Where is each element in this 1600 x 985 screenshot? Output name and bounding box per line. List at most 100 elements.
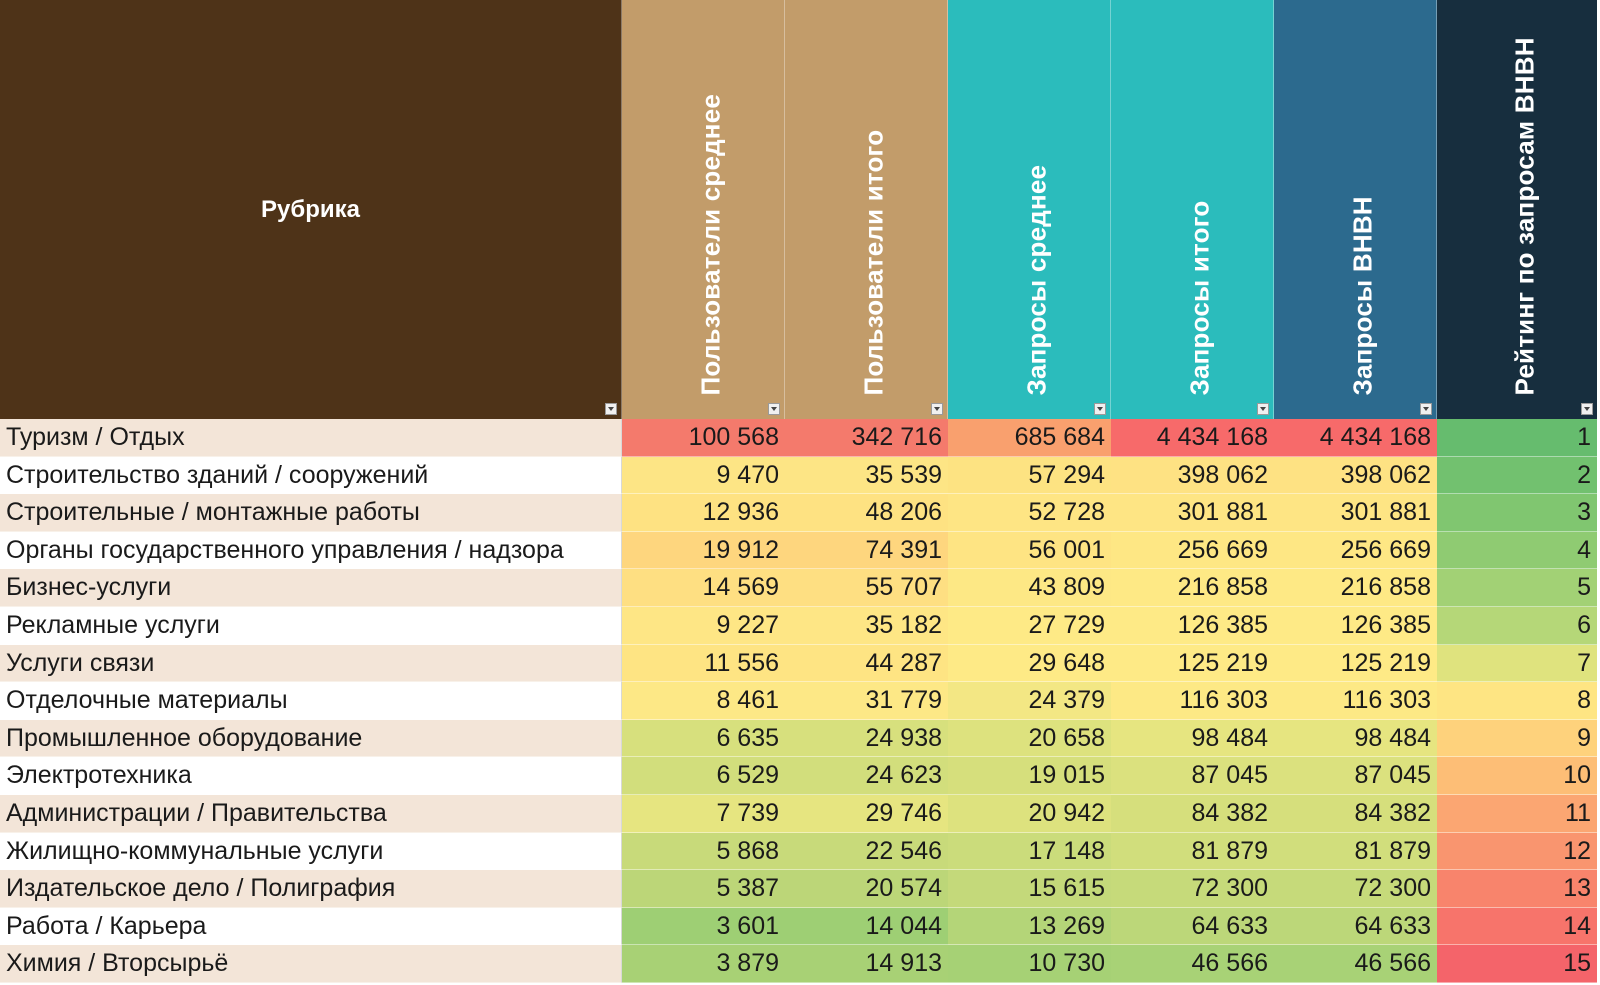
cell-users-avg[interactable]: 6 529 xyxy=(622,757,785,795)
filter-dropdown-icon[interactable] xyxy=(1581,403,1593,415)
cell-rating[interactable]: 1 xyxy=(1437,419,1597,457)
cell-rubric[interactable]: Рекламные услуги xyxy=(0,606,622,645)
filter-dropdown-icon[interactable] xyxy=(1420,403,1432,415)
cell-users-total[interactable]: 29 746 xyxy=(785,794,948,833)
cell-queries-vnvn[interactable]: 64 633 xyxy=(1274,907,1437,946)
cell-users-total[interactable]: 14 044 xyxy=(785,907,948,946)
cell-users-total[interactable]: 14 913 xyxy=(785,945,948,983)
cell-queries-total[interactable]: 256 669 xyxy=(1111,531,1274,570)
cell-rubric[interactable]: Химия / Вторсырьё xyxy=(0,945,622,983)
cell-rating[interactable]: 8 xyxy=(1437,682,1597,720)
cell-queries-total[interactable]: 116 303 xyxy=(1111,682,1274,720)
cell-queries-total[interactable]: 125 219 xyxy=(1111,644,1274,683)
cell-queries-avg[interactable]: 27 729 xyxy=(948,606,1111,645)
cell-queries-vnvn[interactable]: 125 219 xyxy=(1274,644,1437,683)
cell-rating[interactable]: 3 xyxy=(1437,494,1597,532)
cell-rating[interactable]: 12 xyxy=(1437,832,1597,871)
cell-queries-total[interactable]: 46 566 xyxy=(1111,945,1274,983)
cell-users-total[interactable]: 55 707 xyxy=(785,569,948,607)
cell-users-avg[interactable]: 100 568 xyxy=(622,419,785,457)
cell-users-avg[interactable]: 3 879 xyxy=(622,945,785,983)
cell-rating[interactable]: 2 xyxy=(1437,456,1597,495)
cell-rubric[interactable]: Строительство зданий / сооружений xyxy=(0,456,622,495)
cell-queries-total[interactable]: 87 045 xyxy=(1111,757,1274,795)
header-queries-total[interactable]: Запросы итого xyxy=(1111,0,1274,419)
cell-queries-avg[interactable]: 29 648 xyxy=(948,644,1111,683)
cell-rating[interactable]: 10 xyxy=(1437,757,1597,795)
cell-queries-vnvn[interactable]: 216 858 xyxy=(1274,569,1437,607)
cell-queries-vnvn[interactable]: 398 062 xyxy=(1274,456,1437,495)
cell-users-avg[interactable]: 11 556 xyxy=(622,644,785,683)
cell-queries-avg[interactable]: 20 942 xyxy=(948,794,1111,833)
filter-dropdown-icon[interactable] xyxy=(1094,403,1106,415)
cell-users-total[interactable]: 31 779 xyxy=(785,682,948,720)
cell-queries-avg[interactable]: 19 015 xyxy=(948,757,1111,795)
cell-rating[interactable]: 9 xyxy=(1437,719,1597,758)
cell-queries-total[interactable]: 98 484 xyxy=(1111,719,1274,758)
cell-queries-total[interactable]: 72 300 xyxy=(1111,870,1274,908)
cell-queries-total[interactable]: 4 434 168 xyxy=(1111,419,1274,457)
cell-queries-avg[interactable]: 56 001 xyxy=(948,531,1111,570)
cell-queries-total[interactable]: 81 879 xyxy=(1111,832,1274,871)
cell-rubric[interactable]: Электротехника xyxy=(0,757,622,795)
cell-queries-vnvn[interactable]: 98 484 xyxy=(1274,719,1437,758)
cell-users-total[interactable]: 44 287 xyxy=(785,644,948,683)
cell-rubric[interactable]: Отделочные материалы xyxy=(0,682,622,720)
cell-queries-avg[interactable]: 43 809 xyxy=(948,569,1111,607)
cell-users-avg[interactable]: 9 227 xyxy=(622,606,785,645)
filter-dropdown-icon[interactable] xyxy=(768,403,780,415)
cell-rubric[interactable]: Органы государственного управления / над… xyxy=(0,531,622,570)
cell-queries-vnvn[interactable]: 256 669 xyxy=(1274,531,1437,570)
cell-queries-total[interactable]: 216 858 xyxy=(1111,569,1274,607)
cell-queries-vnvn[interactable]: 87 045 xyxy=(1274,757,1437,795)
cell-queries-vnvn[interactable]: 46 566 xyxy=(1274,945,1437,983)
cell-rubric[interactable]: Туризм / Отдых xyxy=(0,419,622,457)
cell-users-avg[interactable]: 12 936 xyxy=(622,494,785,532)
cell-rubric[interactable]: Бизнес-услуги xyxy=(0,569,622,607)
cell-users-avg[interactable]: 9 470 xyxy=(622,456,785,495)
cell-users-avg[interactable]: 19 912 xyxy=(622,531,785,570)
cell-queries-total[interactable]: 301 881 xyxy=(1111,494,1274,532)
filter-dropdown-icon[interactable] xyxy=(931,403,943,415)
filter-dropdown-icon[interactable] xyxy=(605,403,617,415)
cell-rubric[interactable]: Работа / Карьера xyxy=(0,907,622,946)
cell-queries-vnvn[interactable]: 84 382 xyxy=(1274,794,1437,833)
cell-queries-vnvn[interactable]: 72 300 xyxy=(1274,870,1437,908)
header-rating[interactable]: Рейтинг по запросам ВНВН xyxy=(1437,0,1597,419)
cell-queries-total[interactable]: 64 633 xyxy=(1111,907,1274,946)
cell-users-avg[interactable]: 5 387 xyxy=(622,870,785,908)
cell-users-total[interactable]: 48 206 xyxy=(785,494,948,532)
cell-rubric[interactable]: Строительные / монтажные работы xyxy=(0,494,622,532)
cell-queries-vnvn[interactable]: 116 303 xyxy=(1274,682,1437,720)
cell-rating[interactable]: 15 xyxy=(1437,945,1597,983)
cell-users-avg[interactable]: 7 739 xyxy=(622,794,785,833)
cell-queries-total[interactable]: 126 385 xyxy=(1111,606,1274,645)
cell-queries-avg[interactable]: 20 658 xyxy=(948,719,1111,758)
cell-users-avg[interactable]: 6 635 xyxy=(622,719,785,758)
filter-dropdown-icon[interactable] xyxy=(1257,403,1269,415)
cell-users-total[interactable]: 35 182 xyxy=(785,606,948,645)
cell-queries-avg[interactable]: 685 684 xyxy=(948,419,1111,457)
cell-rubric[interactable]: Издательское дело / Полиграфия xyxy=(0,870,622,908)
cell-queries-avg[interactable]: 10 730 xyxy=(948,945,1111,983)
cell-queries-avg[interactable]: 15 615 xyxy=(948,870,1111,908)
cell-queries-vnvn[interactable]: 4 434 168 xyxy=(1274,419,1437,457)
cell-users-total[interactable]: 22 546 xyxy=(785,832,948,871)
cell-rating[interactable]: 6 xyxy=(1437,606,1597,645)
cell-users-total[interactable]: 24 623 xyxy=(785,757,948,795)
cell-users-total[interactable]: 20 574 xyxy=(785,870,948,908)
cell-users-avg[interactable]: 5 868 xyxy=(622,832,785,871)
cell-rubric[interactable]: Услуги связи xyxy=(0,644,622,683)
header-queries-vnvn[interactable]: Запросы ВНВН xyxy=(1274,0,1437,419)
cell-queries-avg[interactable]: 17 148 xyxy=(948,832,1111,871)
cell-users-avg[interactable]: 14 569 xyxy=(622,569,785,607)
cell-queries-vnvn[interactable]: 301 881 xyxy=(1274,494,1437,532)
cell-queries-avg[interactable]: 52 728 xyxy=(948,494,1111,532)
cell-users-total[interactable]: 342 716 xyxy=(785,419,948,457)
header-users-avg[interactable]: Пользователи среднее xyxy=(622,0,785,419)
cell-users-total[interactable]: 24 938 xyxy=(785,719,948,758)
cell-rubric[interactable]: Администрации / Правительства xyxy=(0,794,622,833)
cell-rating[interactable]: 7 xyxy=(1437,644,1597,683)
cell-rating[interactable]: 14 xyxy=(1437,907,1597,946)
cell-users-avg[interactable]: 3 601 xyxy=(622,907,785,946)
